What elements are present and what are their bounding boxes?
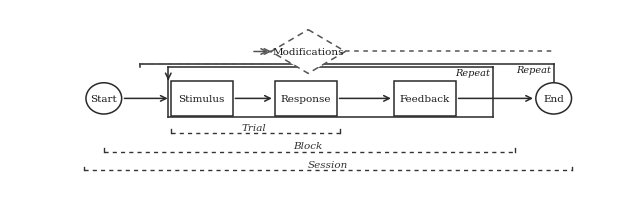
Polygon shape xyxy=(271,31,346,74)
Text: Stimulus: Stimulus xyxy=(179,94,225,103)
FancyBboxPatch shape xyxy=(275,82,337,116)
Text: Modifications: Modifications xyxy=(273,48,344,57)
FancyBboxPatch shape xyxy=(170,82,232,116)
Text: Repeat: Repeat xyxy=(516,66,551,75)
Text: Trial: Trial xyxy=(241,123,266,132)
Text: Feedback: Feedback xyxy=(399,94,450,103)
Text: Start: Start xyxy=(90,94,117,103)
Text: Session: Session xyxy=(308,160,348,169)
Ellipse shape xyxy=(86,83,122,115)
FancyBboxPatch shape xyxy=(394,82,456,116)
Ellipse shape xyxy=(536,83,572,115)
Text: Response: Response xyxy=(280,94,331,103)
Text: End: End xyxy=(543,94,564,103)
Text: Repeat: Repeat xyxy=(455,69,490,78)
Text: Block: Block xyxy=(294,142,323,150)
